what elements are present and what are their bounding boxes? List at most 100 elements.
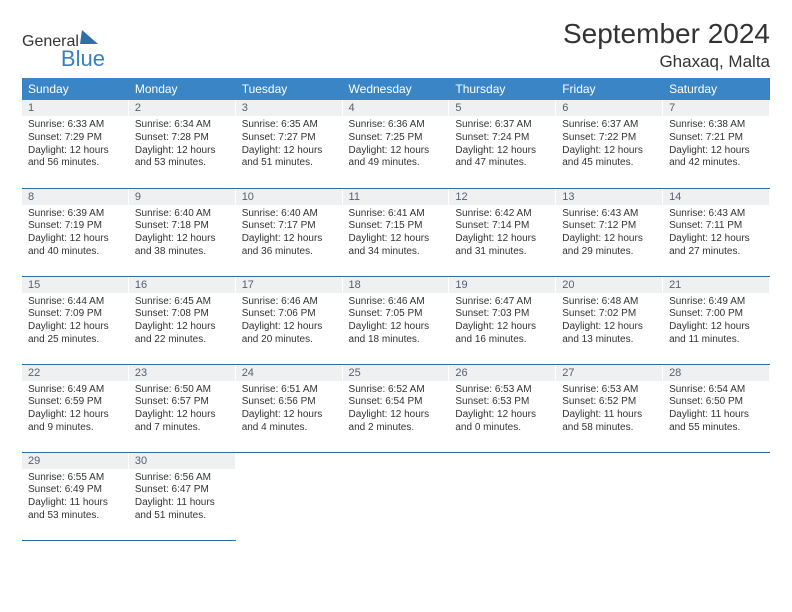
day-details: Sunrise: 6:41 AMSunset: 7:15 PMDaylight:… — [343, 205, 450, 263]
day-number: 18 — [343, 277, 450, 293]
day-details: Sunrise: 6:47 AMSunset: 7:03 PMDaylight:… — [449, 293, 556, 351]
day-details: Sunrise: 6:46 AMSunset: 7:06 PMDaylight:… — [236, 293, 343, 351]
calendar-row: 15Sunrise: 6:44 AMSunset: 7:09 PMDayligh… — [22, 276, 770, 364]
calendar-cell: 4Sunrise: 6:36 AMSunset: 7:25 PMDaylight… — [343, 100, 450, 188]
day-number: 23 — [129, 365, 236, 381]
calendar-cell — [449, 452, 556, 540]
calendar-cell: 19Sunrise: 6:47 AMSunset: 7:03 PMDayligh… — [449, 276, 556, 364]
day-number: 17 — [236, 277, 343, 293]
day-details: Sunrise: 6:45 AMSunset: 7:08 PMDaylight:… — [129, 293, 236, 351]
day-number: 6 — [556, 100, 663, 116]
day-details: Sunrise: 6:43 AMSunset: 7:11 PMDaylight:… — [663, 205, 770, 263]
calendar-cell: 28Sunrise: 6:54 AMSunset: 6:50 PMDayligh… — [663, 364, 770, 452]
day-details: Sunrise: 6:35 AMSunset: 7:27 PMDaylight:… — [236, 116, 343, 174]
calendar-cell: 12Sunrise: 6:42 AMSunset: 7:14 PMDayligh… — [449, 188, 556, 276]
calendar-cell: 24Sunrise: 6:51 AMSunset: 6:56 PMDayligh… — [236, 364, 343, 452]
day-details: Sunrise: 6:40 AMSunset: 7:17 PMDaylight:… — [236, 205, 343, 263]
day-number: 26 — [449, 365, 556, 381]
day-details: Sunrise: 6:34 AMSunset: 7:28 PMDaylight:… — [129, 116, 236, 174]
calendar-cell: 10Sunrise: 6:40 AMSunset: 7:17 PMDayligh… — [236, 188, 343, 276]
day-number: 19 — [449, 277, 556, 293]
brand-logo: General Blue — [22, 26, 157, 52]
weekday-head: Saturday — [663, 78, 770, 100]
calendar-cell: 27Sunrise: 6:53 AMSunset: 6:52 PMDayligh… — [556, 364, 663, 452]
day-number: 28 — [663, 365, 770, 381]
calendar-cell: 1Sunrise: 6:33 AMSunset: 7:29 PMDaylight… — [22, 100, 129, 188]
day-details: Sunrise: 6:51 AMSunset: 6:56 PMDaylight:… — [236, 381, 343, 439]
day-number: 11 — [343, 189, 450, 205]
calendar-row: 29Sunrise: 6:55 AMSunset: 6:49 PMDayligh… — [22, 452, 770, 540]
day-details: Sunrise: 6:36 AMSunset: 7:25 PMDaylight:… — [343, 116, 450, 174]
calendar-cell: 16Sunrise: 6:45 AMSunset: 7:08 PMDayligh… — [129, 276, 236, 364]
day-details: Sunrise: 6:42 AMSunset: 7:14 PMDaylight:… — [449, 205, 556, 263]
day-number: 29 — [22, 453, 129, 469]
calendar-cell: 9Sunrise: 6:40 AMSunset: 7:18 PMDaylight… — [129, 188, 236, 276]
day-details: Sunrise: 6:49 AMSunset: 6:59 PMDaylight:… — [22, 381, 129, 439]
day-details: Sunrise: 6:39 AMSunset: 7:19 PMDaylight:… — [22, 205, 129, 263]
day-details: Sunrise: 6:53 AMSunset: 6:53 PMDaylight:… — [449, 381, 556, 439]
calendar-cell — [663, 452, 770, 540]
weekday-row: Sunday Monday Tuesday Wednesday Thursday… — [22, 78, 770, 100]
day-details: Sunrise: 6:38 AMSunset: 7:21 PMDaylight:… — [663, 116, 770, 174]
day-details: Sunrise: 6:33 AMSunset: 7:29 PMDaylight:… — [22, 116, 129, 174]
calendar-cell: 25Sunrise: 6:52 AMSunset: 6:54 PMDayligh… — [343, 364, 450, 452]
weekday-head: Wednesday — [343, 78, 450, 100]
day-details: Sunrise: 6:56 AMSunset: 6:47 PMDaylight:… — [129, 469, 236, 527]
day-number: 13 — [556, 189, 663, 205]
calendar-cell — [236, 452, 343, 540]
weekday-head: Friday — [556, 78, 663, 100]
day-details: Sunrise: 6:49 AMSunset: 7:00 PMDaylight:… — [663, 293, 770, 351]
day-number: 30 — [129, 453, 236, 469]
calendar-cell: 5Sunrise: 6:37 AMSunset: 7:24 PMDaylight… — [449, 100, 556, 188]
weekday-head: Tuesday — [236, 78, 343, 100]
day-number: 12 — [449, 189, 556, 205]
day-details: Sunrise: 6:37 AMSunset: 7:24 PMDaylight:… — [449, 116, 556, 174]
day-number: 7 — [663, 100, 770, 116]
day-number: 9 — [129, 189, 236, 205]
calendar-page: General Blue September 2024 Ghaxaq, Malt… — [0, 0, 792, 559]
weekday-head: Monday — [129, 78, 236, 100]
day-details: Sunrise: 6:54 AMSunset: 6:50 PMDaylight:… — [663, 381, 770, 439]
day-number: 24 — [236, 365, 343, 381]
calendar-cell: 21Sunrise: 6:49 AMSunset: 7:00 PMDayligh… — [663, 276, 770, 364]
calendar-cell: 15Sunrise: 6:44 AMSunset: 7:09 PMDayligh… — [22, 276, 129, 364]
calendar-cell: 7Sunrise: 6:38 AMSunset: 7:21 PMDaylight… — [663, 100, 770, 188]
day-details: Sunrise: 6:46 AMSunset: 7:05 PMDaylight:… — [343, 293, 450, 351]
day-number: 27 — [556, 365, 663, 381]
calendar-cell: 14Sunrise: 6:43 AMSunset: 7:11 PMDayligh… — [663, 188, 770, 276]
location-label: Ghaxaq, Malta — [563, 52, 770, 72]
calendar-cell: 2Sunrise: 6:34 AMSunset: 7:28 PMDaylight… — [129, 100, 236, 188]
month-title: September 2024 — [563, 18, 770, 50]
day-number: 1 — [22, 100, 129, 116]
calendar-cell: 22Sunrise: 6:49 AMSunset: 6:59 PMDayligh… — [22, 364, 129, 452]
day-details: Sunrise: 6:44 AMSunset: 7:09 PMDaylight:… — [22, 293, 129, 351]
calendar-cell: 29Sunrise: 6:55 AMSunset: 6:49 PMDayligh… — [22, 452, 129, 540]
day-number: 5 — [449, 100, 556, 116]
calendar-cell: 18Sunrise: 6:46 AMSunset: 7:05 PMDayligh… — [343, 276, 450, 364]
calendar-table: Sunday Monday Tuesday Wednesday Thursday… — [22, 78, 770, 541]
calendar-cell: 6Sunrise: 6:37 AMSunset: 7:22 PMDaylight… — [556, 100, 663, 188]
day-number: 14 — [663, 189, 770, 205]
calendar-row: 22Sunrise: 6:49 AMSunset: 6:59 PMDayligh… — [22, 364, 770, 452]
day-details: Sunrise: 6:52 AMSunset: 6:54 PMDaylight:… — [343, 381, 450, 439]
calendar-cell — [556, 452, 663, 540]
calendar-cell: 17Sunrise: 6:46 AMSunset: 7:06 PMDayligh… — [236, 276, 343, 364]
weekday-head: Thursday — [449, 78, 556, 100]
weekday-head: Sunday — [22, 78, 129, 100]
calendar-cell: 3Sunrise: 6:35 AMSunset: 7:27 PMDaylight… — [236, 100, 343, 188]
calendar-cell: 23Sunrise: 6:50 AMSunset: 6:57 PMDayligh… — [129, 364, 236, 452]
day-details: Sunrise: 6:40 AMSunset: 7:18 PMDaylight:… — [129, 205, 236, 263]
title-block: September 2024 Ghaxaq, Malta — [563, 18, 770, 72]
day-number: 22 — [22, 365, 129, 381]
day-details: Sunrise: 6:37 AMSunset: 7:22 PMDaylight:… — [556, 116, 663, 174]
header: General Blue September 2024 Ghaxaq, Malt… — [22, 18, 770, 72]
day-number: 16 — [129, 277, 236, 293]
day-number: 2 — [129, 100, 236, 116]
day-number: 3 — [236, 100, 343, 116]
calendar-cell: 26Sunrise: 6:53 AMSunset: 6:53 PMDayligh… — [449, 364, 556, 452]
day-number: 21 — [663, 277, 770, 293]
calendar-cell: 8Sunrise: 6:39 AMSunset: 7:19 PMDaylight… — [22, 188, 129, 276]
calendar-row: 8Sunrise: 6:39 AMSunset: 7:19 PMDaylight… — [22, 188, 770, 276]
calendar-cell: 30Sunrise: 6:56 AMSunset: 6:47 PMDayligh… — [129, 452, 236, 540]
day-number: 25 — [343, 365, 450, 381]
